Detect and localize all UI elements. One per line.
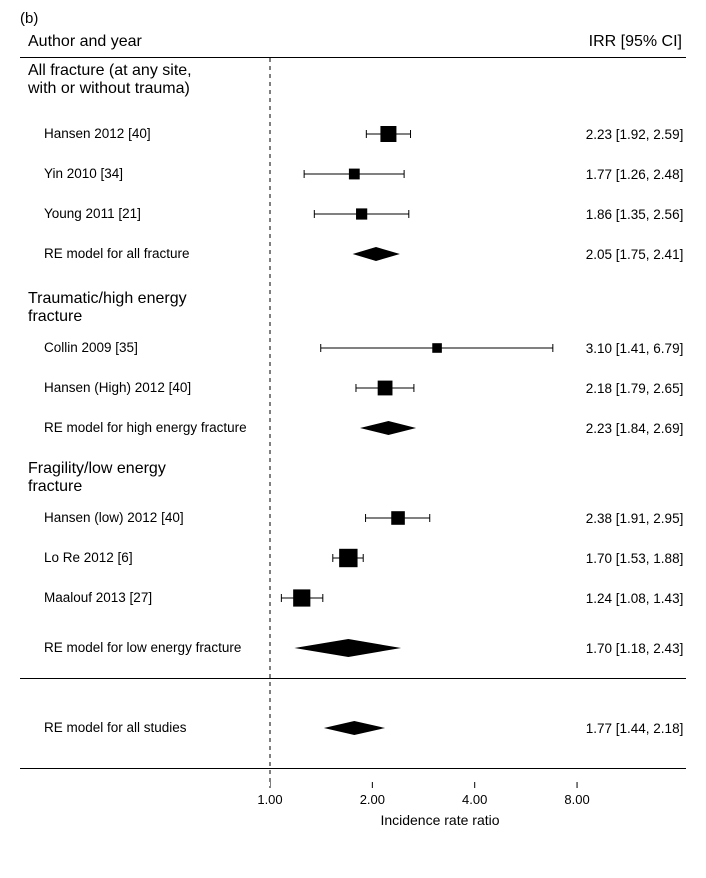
row-plot-spacer — [262, 288, 580, 328]
pooled-row: RE model for low energy fracture 1.70 [1.… — [20, 636, 686, 660]
row-label: Hansen (low) 2012 [40] — [20, 510, 272, 526]
study-row: Young 2011 [21] 1.86 [1.35, 2.56] — [20, 202, 686, 226]
row-label: Collin 2009 [35] — [20, 340, 272, 356]
study-row: Hansen (High) 2012 [40] 2.18 [1.79, 2.65] — [20, 376, 686, 400]
tick-label: 8.00 — [564, 792, 589, 807]
row-plot-spacer — [272, 546, 582, 570]
axis-area: 1.00 2.00 4.00 8.00 Incidence rate ratio — [20, 788, 686, 848]
study-row: Hansen 2012 [40] 2.23 [1.92, 2.59] — [20, 122, 686, 146]
row-irr: 2.23 [1.84, 2.69] — [582, 421, 686, 436]
pooled-row: RE model for all fracture 2.05 [1.75, 2.4… — [20, 242, 686, 266]
row-plot-spacer — [272, 416, 582, 440]
header-right: IRR [95% CI] — [589, 33, 682, 51]
tick-label: 4.00 — [462, 792, 487, 807]
study-row: Yin 2010 [34] 1.77 [1.26, 2.48] — [20, 162, 686, 186]
row-irr: 3.10 [1.41, 6.79] — [582, 341, 686, 356]
pooled-row: RE model for all studies 1.77 [1.44, 2.18… — [20, 716, 686, 740]
panel-label: (b) — [20, 10, 686, 27]
row-plot-spacer — [272, 636, 582, 660]
row-irr: 1.70 [1.18, 2.43] — [582, 641, 686, 656]
row-irr: 2.38 [1.91, 2.95] — [582, 511, 686, 526]
row-plot-spacer — [272, 506, 582, 530]
study-row: Collin 2009 [35] 3.10 [1.41, 6.79] — [20, 336, 686, 360]
group-row: Traumatic/high energyfracture — [20, 288, 686, 328]
study-row: Maalouf 2013 [27] 1.24 [1.08, 1.43] — [20, 586, 686, 610]
row-plot-spacer — [262, 60, 580, 100]
row-irr: 2.18 [1.79, 2.65] — [582, 381, 686, 396]
row-label: Traumatic/high energyfracture — [20, 290, 262, 327]
row-irr: 2.05 [1.75, 2.41] — [582, 247, 686, 262]
row-irr: 2.23 [1.92, 2.59] — [582, 127, 686, 142]
row-plot-spacer — [272, 162, 582, 186]
study-row: Lo Re 2012 [6] 1.70 [1.53, 1.88] — [20, 546, 686, 570]
row-irr: 1.77 [1.44, 2.18] — [582, 721, 686, 736]
row-irr: 1.77 [1.26, 2.48] — [582, 167, 686, 182]
row-plot-spacer — [272, 586, 582, 610]
row-label: RE model for high energy fracture — [20, 420, 272, 436]
group-row: Fragility/low energyfracture — [20, 458, 686, 498]
row-label: All fracture (at any site,with or withou… — [20, 62, 262, 99]
row-plot-spacer — [272, 242, 582, 266]
row-label: Hansen 2012 [40] — [20, 126, 272, 142]
row-label: Maalouf 2013 [27] — [20, 590, 272, 606]
row-label: Young 2011 [21] — [20, 206, 272, 222]
section-rule — [20, 678, 686, 679]
row-plot-spacer — [272, 122, 582, 146]
header-left: Author and year — [28, 33, 142, 51]
forest-plot-panel: (b) Author and year IRR [95% CI] All fra… — [0, 0, 706, 878]
row-label: Yin 2010 [34] — [20, 166, 272, 182]
row-irr: 1.86 [1.35, 2.56] — [582, 207, 686, 222]
tick-label: 2.00 — [360, 792, 385, 807]
row-label: Fragility/low energyfracture — [20, 460, 262, 497]
row-plot-spacer — [272, 716, 582, 740]
row-irr: 1.24 [1.08, 1.43] — [582, 591, 686, 606]
group-row: All fracture (at any site,with or withou… — [20, 60, 686, 100]
row-label: Lo Re 2012 [6] — [20, 550, 272, 566]
row-plot-spacer — [272, 376, 582, 400]
axis-title: Incidence rate ratio — [270, 812, 610, 828]
tick-label: 1.00 — [257, 792, 282, 807]
plot-body: All fracture (at any site,with or withou… — [20, 58, 686, 788]
row-label: RE model for all fracture — [20, 246, 272, 262]
section-rule — [20, 768, 686, 769]
row-label: RE model for low energy fracture — [20, 640, 272, 656]
row-label: Hansen (High) 2012 [40] — [20, 380, 272, 396]
axis-ticks — [270, 782, 610, 794]
row-plot-spacer — [262, 458, 580, 498]
pooled-row: RE model for high energy fracture 2.23 [1… — [20, 416, 686, 440]
row-irr: 1.70 [1.53, 1.88] — [582, 551, 686, 566]
header-row: Author and year IRR [95% CI] — [20, 33, 686, 57]
row-plot-spacer — [272, 336, 582, 360]
study-row: Hansen (low) 2012 [40] 2.38 [1.91, 2.95] — [20, 506, 686, 530]
row-label: RE model for all studies — [20, 720, 272, 736]
row-plot-spacer — [272, 202, 582, 226]
